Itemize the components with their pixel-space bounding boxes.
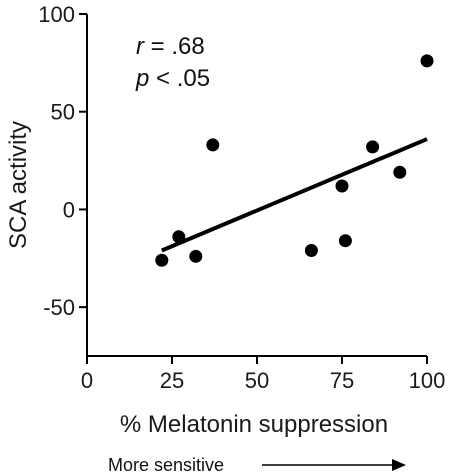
p-value: < .05	[149, 65, 210, 92]
data-point	[338, 234, 352, 248]
x-tick-label: 100	[409, 368, 446, 393]
data-point	[155, 253, 169, 267]
y-tick-label: 50	[51, 100, 75, 125]
data-point	[206, 138, 220, 152]
r-value: = .68	[144, 33, 205, 60]
y-axis-title: SCA activity	[5, 121, 32, 249]
data-point	[366, 140, 380, 154]
x-tick-label: 75	[330, 368, 354, 393]
data-point	[172, 230, 186, 244]
trendline-group	[161, 137, 428, 253]
direction-note: More sensitive	[108, 455, 224, 475]
x-axis-ticks: 0 25 50 75 100	[81, 356, 445, 393]
r-symbol: r	[136, 33, 145, 60]
r-statistic: r = .68	[136, 33, 205, 60]
data-point	[335, 179, 349, 193]
p-statistic: p < .05	[135, 65, 210, 92]
x-tick-label: 25	[160, 368, 184, 393]
y-axis-ticks: -50 0 50 100	[38, 2, 87, 320]
x-tick-label: 0	[81, 368, 93, 393]
data-point	[304, 243, 318, 257]
data-point	[393, 165, 407, 179]
data-points	[155, 54, 434, 267]
x-axis-title: % Melatonin suppression	[120, 411, 388, 438]
y-tick-label: -50	[43, 295, 75, 320]
x-tick-label: 50	[245, 368, 269, 393]
y-tick-label: 100	[38, 2, 75, 27]
data-point	[189, 249, 203, 263]
data-point	[420, 54, 434, 68]
p-symbol: p	[135, 65, 149, 92]
y-tick-label: 0	[63, 197, 75, 222]
right-arrow-icon	[262, 459, 406, 471]
regression-line	[161, 137, 428, 253]
